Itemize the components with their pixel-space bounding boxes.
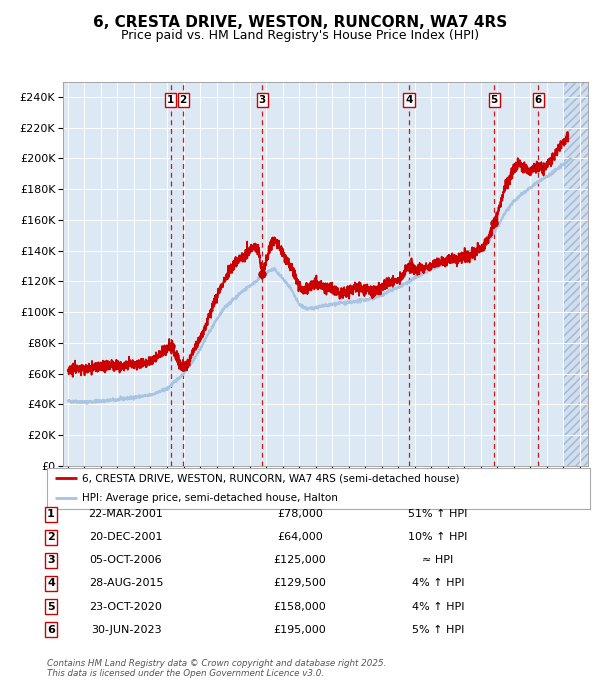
Text: 30-JUN-2023: 30-JUN-2023 xyxy=(91,625,161,634)
Text: 28-AUG-2015: 28-AUG-2015 xyxy=(89,579,163,588)
Text: 3: 3 xyxy=(47,556,55,565)
Text: £195,000: £195,000 xyxy=(274,625,326,634)
Text: 05-OCT-2006: 05-OCT-2006 xyxy=(89,556,163,565)
Text: 5% ↑ HPI: 5% ↑ HPI xyxy=(412,625,464,634)
Text: HPI: Average price, semi-detached house, Halton: HPI: Average price, semi-detached house,… xyxy=(82,494,338,503)
Text: 5: 5 xyxy=(490,95,497,105)
Text: £129,500: £129,500 xyxy=(274,579,326,588)
Text: £158,000: £158,000 xyxy=(274,602,326,611)
Text: £64,000: £64,000 xyxy=(277,532,323,542)
Text: ≈ HPI: ≈ HPI xyxy=(422,556,454,565)
Text: 51% ↑ HPI: 51% ↑ HPI xyxy=(409,509,467,519)
Text: Contains HM Land Registry data © Crown copyright and database right 2025.
This d: Contains HM Land Registry data © Crown c… xyxy=(47,658,386,678)
Text: 4: 4 xyxy=(47,579,55,588)
Text: 1: 1 xyxy=(167,95,174,105)
Text: 23-OCT-2020: 23-OCT-2020 xyxy=(89,602,163,611)
Text: 22-MAR-2001: 22-MAR-2001 xyxy=(89,509,163,519)
Text: £78,000: £78,000 xyxy=(277,509,323,519)
Bar xyxy=(563,82,588,466)
Text: 6, CRESTA DRIVE, WESTON, RUNCORN, WA7 4RS (semi-detached house): 6, CRESTA DRIVE, WESTON, RUNCORN, WA7 4R… xyxy=(82,473,460,483)
Text: 2: 2 xyxy=(47,532,55,542)
Text: 6, CRESTA DRIVE, WESTON, RUNCORN, WA7 4RS: 6, CRESTA DRIVE, WESTON, RUNCORN, WA7 4R… xyxy=(93,15,507,30)
Text: £125,000: £125,000 xyxy=(274,556,326,565)
Text: 20-DEC-2001: 20-DEC-2001 xyxy=(89,532,163,542)
Text: 4% ↑ HPI: 4% ↑ HPI xyxy=(412,579,464,588)
Text: 2: 2 xyxy=(179,95,187,105)
Text: 5: 5 xyxy=(47,602,55,611)
Text: 6: 6 xyxy=(535,95,542,105)
Bar xyxy=(563,82,588,466)
Text: 4% ↑ HPI: 4% ↑ HPI xyxy=(412,602,464,611)
Text: Price paid vs. HM Land Registry's House Price Index (HPI): Price paid vs. HM Land Registry's House … xyxy=(121,29,479,42)
Text: 3: 3 xyxy=(259,95,266,105)
Text: 10% ↑ HPI: 10% ↑ HPI xyxy=(409,532,467,542)
Text: 4: 4 xyxy=(406,95,413,105)
Text: 6: 6 xyxy=(47,625,55,634)
Text: 1: 1 xyxy=(47,509,55,519)
